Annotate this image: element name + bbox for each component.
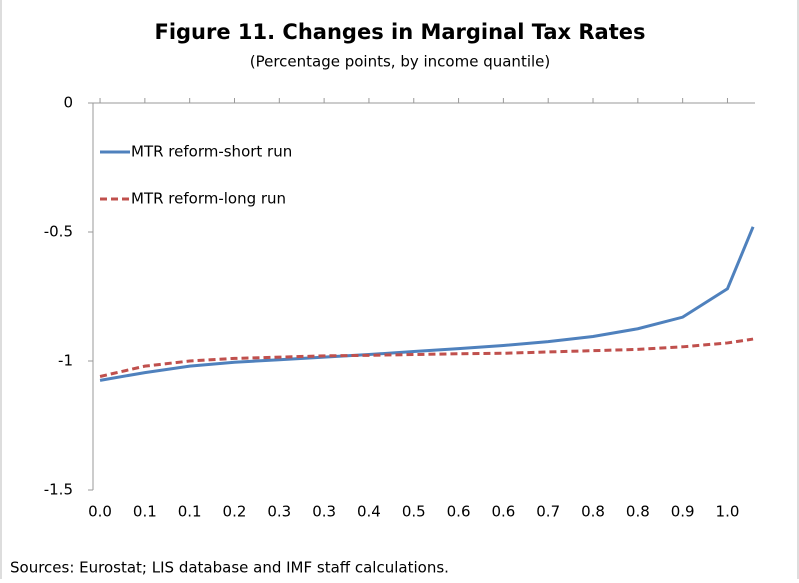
source-note: Sources: Eurostat; LIS database and IMF … (10, 559, 449, 577)
x-tick-label: 0.1 (133, 503, 157, 521)
x-tick-label: 0.0 (88, 503, 112, 521)
y-tick-label: -0.5 (44, 223, 73, 241)
x-tick-label: 1.0 (716, 503, 740, 521)
chart-subtitle: (Percentage points, by income quantile) (250, 53, 551, 71)
chart-title: Figure 11. Changes in Marginal Tax Rates (154, 20, 645, 44)
x-tick-label: 0.7 (536, 503, 560, 521)
x-tick-label: 0.8 (581, 503, 605, 521)
x-tick-label: 0.1 (178, 503, 202, 521)
series-line (99, 337, 754, 378)
x-tick-label: 0.6 (447, 503, 471, 521)
x-tick-label: 0.5 (402, 503, 426, 521)
y-tick-label: 0 (63, 94, 73, 112)
series-line (99, 226, 755, 382)
y-tick-label: -1.5 (44, 481, 73, 499)
legend-label: MTR reform-short run (131, 143, 292, 161)
x-tick-label: 0.3 (267, 503, 291, 521)
x-tick-label: 0.4 (357, 503, 381, 521)
x-tick-label: 0.6 (491, 503, 515, 521)
legend-label: MTR reform-long run (131, 190, 286, 208)
y-tick-label: -1 (58, 352, 73, 370)
x-tick-label: 0.8 (626, 503, 650, 521)
x-tick-label: 0.2 (223, 503, 247, 521)
x-tick-label: 0.9 (671, 503, 695, 521)
x-tick-label: 0.3 (312, 503, 336, 521)
